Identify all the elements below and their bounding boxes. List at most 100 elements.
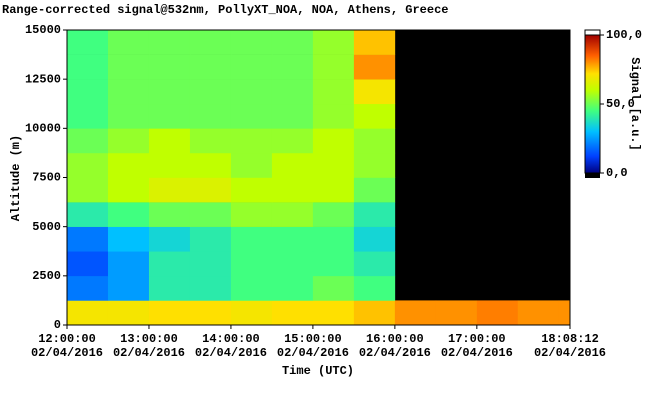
heat-cell — [271, 30, 314, 55]
heat-cell — [271, 275, 314, 301]
heat-cell — [148, 79, 191, 105]
x-tick-date: 02/04/2016 — [534, 346, 606, 360]
heat-cell — [271, 128, 314, 154]
heat-cell — [230, 177, 273, 203]
heat-cell — [353, 128, 396, 154]
heat-cell — [353, 226, 396, 252]
heat-cell — [312, 202, 355, 227]
heat-cell — [230, 103, 273, 129]
colorbar-over — [584, 29, 601, 36]
heat-cell — [67, 177, 109, 203]
x-tick-label: 17:00:00 — [448, 332, 506, 346]
heat-cell — [189, 226, 232, 252]
heat-cell — [312, 30, 355, 55]
heat-cell — [230, 300, 273, 326]
y-axis-label: Altitude (m) — [9, 135, 23, 221]
heat-cell — [312, 152, 355, 178]
heat-cell — [476, 300, 519, 326]
colorbar-tick-label: 100,0 — [606, 28, 642, 42]
heat-cell — [148, 300, 191, 326]
heat-cell — [67, 275, 109, 301]
heat-cell — [230, 202, 273, 227]
x-tick-date: 02/04/2016 — [441, 346, 513, 360]
heat-cell — [148, 103, 191, 129]
colorbar-tick-label: 50,0 — [606, 97, 635, 111]
heat-cell — [230, 54, 273, 80]
heat-cell — [189, 177, 232, 203]
heat-cell — [189, 275, 232, 301]
x-tick-label: 18:08:12 — [541, 332, 599, 346]
heat-cell — [271, 54, 314, 80]
heat-cell — [353, 152, 396, 178]
x-tick-date: 02/04/2016 — [31, 346, 103, 360]
x-axis-label: Time (UTC) — [282, 364, 354, 378]
heat-cell — [107, 202, 150, 227]
heat-cell — [271, 251, 314, 277]
colorbar — [584, 34, 601, 174]
heat-cell — [353, 202, 396, 227]
heat-cell — [312, 54, 355, 80]
heat-cell — [517, 300, 560, 326]
heat-cell — [558, 300, 571, 326]
heat-cell — [67, 103, 109, 129]
heat-cell — [107, 79, 150, 105]
heat-cell — [148, 128, 191, 154]
heat-cell — [148, 177, 191, 203]
heat-cell — [189, 251, 232, 277]
heat-cell — [271, 152, 314, 178]
x-tick-label: 14:00:00 — [202, 332, 260, 346]
heat-cell — [107, 103, 150, 129]
heat-cell — [230, 128, 273, 154]
x-tick-date: 02/04/2016 — [195, 346, 267, 360]
heat-cell — [353, 54, 396, 80]
x-tick-date: 02/04/2016 — [277, 346, 349, 360]
chart-title: Range-corrected signal@532nm, PollyXT_NO… — [2, 3, 448, 17]
heat-cell — [271, 79, 314, 105]
x-tick-label: 16:00:00 — [366, 332, 424, 346]
heat-cell — [271, 300, 314, 326]
heat-cell — [148, 54, 191, 80]
heat-cell — [107, 30, 150, 55]
x-tick-date: 02/04/2016 — [113, 346, 185, 360]
heat-cell — [435, 300, 478, 326]
heat-cell — [107, 300, 150, 326]
heat-cell — [189, 152, 232, 178]
heat-cell — [107, 275, 150, 301]
heat-cell — [148, 152, 191, 178]
heat-cell — [353, 275, 396, 301]
heat-cell — [312, 251, 355, 277]
heat-cell — [230, 275, 273, 301]
heat-cell — [148, 275, 191, 301]
heat-cell — [189, 54, 232, 80]
heat-cell — [67, 152, 109, 178]
y-tick-label: 10000 — [25, 122, 61, 136]
heat-cell — [67, 79, 109, 105]
heat-cell — [312, 300, 355, 326]
x-tick-label: 13:00:00 — [120, 332, 178, 346]
heat-cell — [312, 177, 355, 203]
heat-cell — [312, 275, 355, 301]
heat-cell — [271, 103, 314, 129]
heat-cell — [107, 54, 150, 80]
heat-cell — [67, 202, 109, 227]
heat-cell — [189, 128, 232, 154]
heat-cell — [312, 128, 355, 154]
heat-cell — [353, 103, 396, 129]
heat-cell — [353, 79, 396, 105]
heat-cell — [312, 79, 355, 105]
heat-cell — [353, 300, 396, 326]
x-tick-label: 12:00:00 — [38, 332, 96, 346]
heat-cell — [230, 251, 273, 277]
heat-cell — [230, 30, 273, 55]
heat-cell — [107, 226, 150, 252]
heat-cell — [353, 177, 396, 203]
heat-cell — [107, 251, 150, 277]
colorbar-label: Signal [a.u.] — [628, 57, 642, 151]
heat-cell — [148, 226, 191, 252]
heat-cell — [67, 226, 109, 252]
heat-cell — [230, 226, 273, 252]
y-tick-label: 5000 — [32, 220, 61, 234]
y-tick-label: 12500 — [25, 72, 61, 86]
x-tick-date: 02/04/2016 — [359, 346, 431, 360]
